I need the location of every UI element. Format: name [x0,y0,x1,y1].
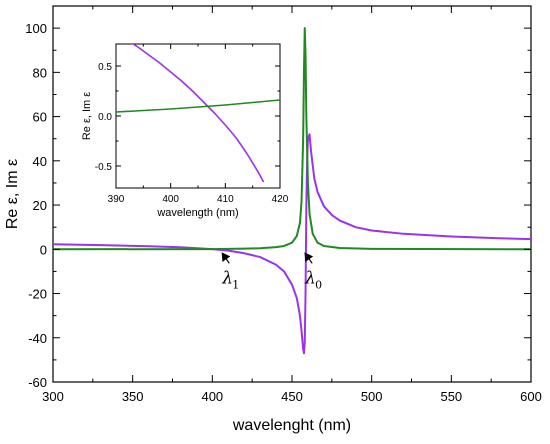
main-y-tick-label: -40 [28,331,47,346]
inset-x-tick-label: 410 [217,194,234,205]
main-y-tick-label: -20 [28,287,47,302]
lambda-subscript-0: 0 [315,278,322,291]
main-y-tick-label: 40 [33,154,47,169]
inset-x-tick-label: 400 [162,194,179,205]
main-y-tick-label: 80 [33,65,47,80]
lambda-arrow-0 [304,252,314,264]
inset-x-tick-label: 390 [108,194,125,205]
main-y-tick-label: 100 [25,21,47,36]
main-x-tick-label: 450 [281,389,303,404]
lambda-label-0: λ [304,268,316,288]
main-series-line-2 [53,27,531,251]
inset-y-tick-label: -0.5 [95,162,113,173]
lambda-subscript-1: 1 [232,278,239,291]
main-plot: 300 350 400 450 500 550 600 -60 -40 -20 0 20 40 60 80 1… [4,5,542,434]
inset-series-line-1 [131,44,265,183]
inset-x-tick-label: 420 [272,194,289,205]
main-y-tick-label: -60 [28,375,47,390]
main-x-axis-title: wavelenght (nm) [232,417,351,434]
main-y-tick-label: 0 [40,242,47,257]
inset-y-axis-title: Re ε, Im ε [81,92,93,140]
main-x-tick-label: 350 [122,389,144,404]
inset-plot: 390 400 410 420 -0.5 0.0 0.5 wavelength (nm) Re … [81,43,289,219]
main-series-line-1 [53,133,531,355]
main-x-tick-label: 400 [201,389,223,404]
inset-series-group [116,44,280,183]
inset-y-tick-label: 0.5 [98,62,112,73]
inset-y-tick-label: 0.0 [98,112,112,123]
lambda-arrow-1 [221,252,231,264]
inset-x-axis-title: wavelength (nm) [156,207,238,219]
lambda-label-1: λ [221,268,233,288]
main-y-tick-label: 20 [33,198,47,213]
main-x-tick-label: 300 [42,389,64,404]
main-x-tick-label: 550 [440,389,462,404]
main-x-tick-label: 500 [361,389,383,404]
main-y-tick-label: 60 [33,110,47,125]
main-x-tick-label: 600 [520,389,542,404]
main-y-axis-title: Re ε, Im ε [4,159,21,229]
inset-series-line-2 [116,99,280,113]
main-series-group [53,27,531,355]
